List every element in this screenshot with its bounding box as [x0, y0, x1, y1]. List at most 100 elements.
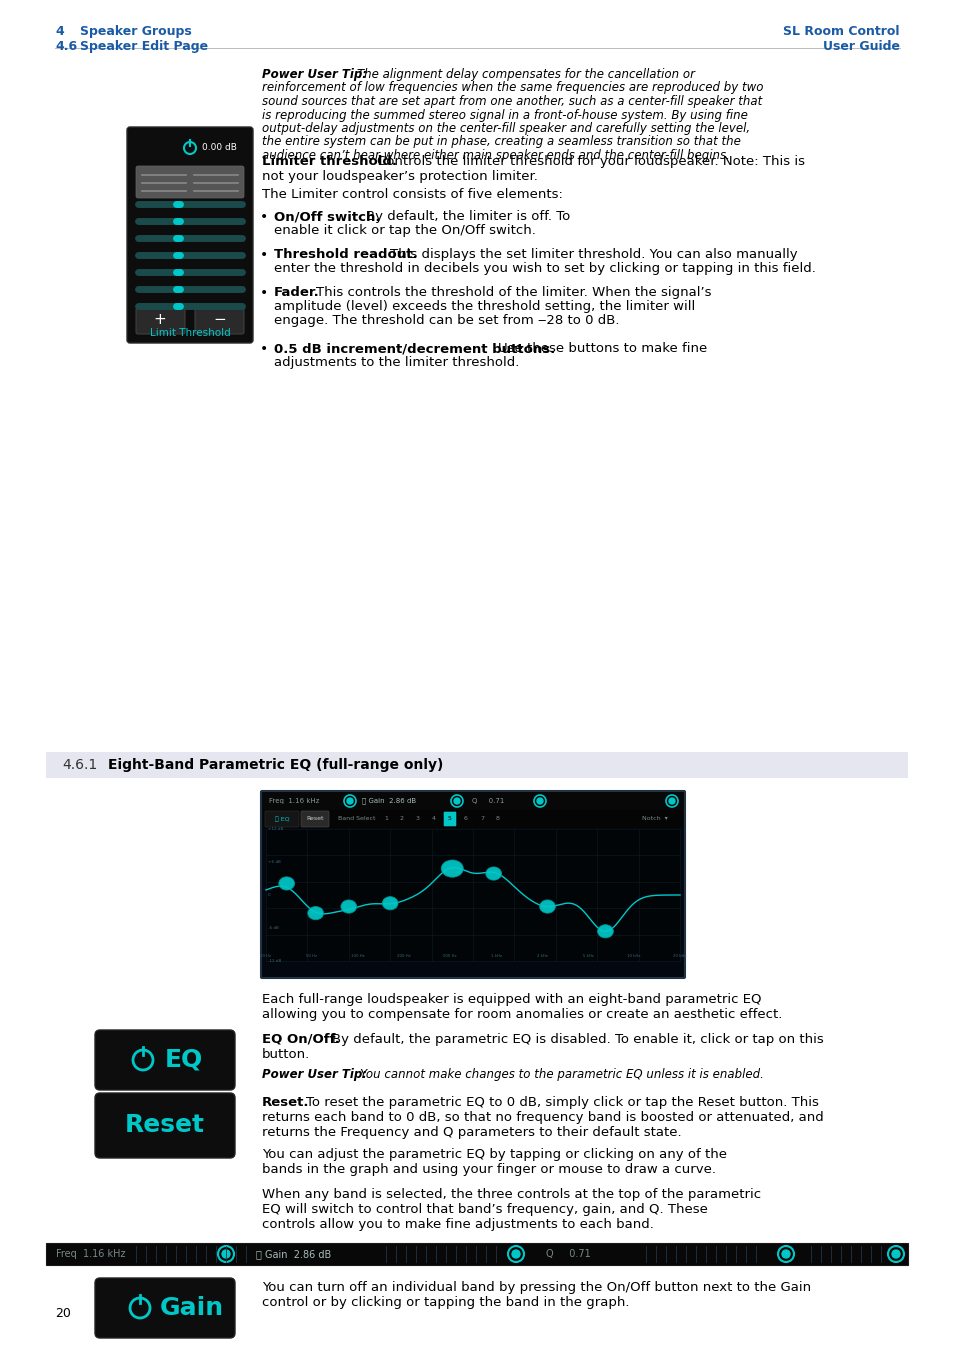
- Text: ⏻ EQ: ⏻ EQ: [274, 817, 289, 822]
- Text: Notch  ▾: Notch ▾: [641, 817, 667, 822]
- Text: 0: 0: [268, 892, 271, 896]
- Text: This displays the set limiter threshold. You can also manually: This displays the set limiter threshold.…: [390, 248, 797, 261]
- FancyBboxPatch shape: [95, 1030, 234, 1089]
- FancyBboxPatch shape: [136, 308, 185, 333]
- Text: 0.5 dB increment/decrement buttons.: 0.5 dB increment/decrement buttons.: [274, 342, 555, 355]
- Text: Reset: Reset: [125, 1114, 205, 1138]
- Text: 500 Hz: 500 Hz: [443, 954, 456, 958]
- Text: Limiter threshold.: Limiter threshold.: [262, 155, 396, 167]
- Text: Freq  1.16 kHz: Freq 1.16 kHz: [269, 798, 319, 805]
- Ellipse shape: [340, 900, 356, 913]
- Text: •: •: [260, 286, 268, 300]
- Text: 100 Hz: 100 Hz: [351, 954, 364, 958]
- Text: 0.00 dB: 0.00 dB: [202, 143, 236, 153]
- Text: bands in the graph and using your finger or mouse to draw a curve.: bands in the graph and using your finger…: [262, 1162, 716, 1176]
- Circle shape: [781, 1250, 789, 1258]
- Text: button.: button.: [262, 1048, 310, 1061]
- Text: The alignment delay compensates for the cancellation or: The alignment delay compensates for the …: [356, 68, 695, 81]
- Text: •: •: [260, 211, 268, 224]
- Text: Power User Tip:: Power User Tip:: [262, 68, 367, 81]
- Circle shape: [222, 1250, 230, 1258]
- FancyBboxPatch shape: [265, 811, 298, 828]
- Text: 20: 20: [55, 1307, 71, 1320]
- Ellipse shape: [278, 878, 294, 890]
- Ellipse shape: [382, 896, 397, 910]
- Text: ⏻ Gain  2.86 dB: ⏻ Gain 2.86 dB: [255, 1249, 331, 1260]
- Text: Speaker Groups: Speaker Groups: [80, 26, 192, 38]
- Text: −: −: [213, 312, 226, 328]
- Text: ⏻ Gain  2.86 dB: ⏻ Gain 2.86 dB: [361, 798, 416, 805]
- Ellipse shape: [597, 925, 613, 938]
- Text: enter the threshold in decibels you wish to set by clicking or tapping in this f: enter the threshold in decibels you wish…: [274, 262, 815, 275]
- Text: 1: 1: [384, 817, 388, 822]
- Text: •: •: [260, 248, 268, 262]
- Text: This controls the threshold of the limiter. When the signal’s: This controls the threshold of the limit…: [315, 286, 711, 298]
- Text: 2: 2: [399, 817, 403, 822]
- Text: You can turn off an individual band by pressing the On/Off button next to the Ga: You can turn off an individual band by p…: [262, 1281, 810, 1295]
- Text: EQ: EQ: [165, 1048, 203, 1072]
- Text: EQ will switch to control that band’s frequency, gain, and Q. These: EQ will switch to control that band’s fr…: [262, 1203, 707, 1216]
- Text: Controls the limiter threshold for your loudspeaker. Note: This is: Controls the limiter threshold for your …: [376, 155, 804, 167]
- Bar: [46, 1243, 907, 1265]
- Text: 10 kHz: 10 kHz: [627, 954, 640, 958]
- Text: Freq  1.16 kHz: Freq 1.16 kHz: [56, 1249, 126, 1260]
- Text: control or by clicking or tapping the band in the graph.: control or by clicking or tapping the ba…: [262, 1296, 629, 1310]
- Text: 4: 4: [432, 817, 436, 822]
- Text: 2 kHz: 2 kHz: [536, 954, 547, 958]
- Text: 7: 7: [479, 817, 483, 822]
- Text: sound sources that are set apart from one another, such as a center-fill speaker: sound sources that are set apart from on…: [262, 95, 761, 108]
- Text: 200 Hz: 200 Hz: [396, 954, 411, 958]
- Text: allowing you to compensate for room anomalies or create an aesthetic effect.: allowing you to compensate for room anom…: [262, 1008, 781, 1021]
- Text: 4: 4: [55, 26, 64, 38]
- Text: 6: 6: [463, 817, 468, 822]
- Circle shape: [454, 798, 459, 805]
- Text: Use these buttons to make fine: Use these buttons to make fine: [497, 342, 706, 355]
- Text: The Limiter control consists of five elements:: The Limiter control consists of five ele…: [262, 188, 562, 201]
- Text: controls allow you to make fine adjustments to each band.: controls allow you to make fine adjustme…: [262, 1218, 653, 1231]
- Text: When any band is selected, the three controls at the top of the parametric: When any band is selected, the three con…: [262, 1188, 760, 1202]
- Text: On/Off switch.: On/Off switch.: [274, 211, 380, 223]
- Text: -6 dB: -6 dB: [268, 926, 278, 930]
- Circle shape: [537, 798, 542, 805]
- Text: Each full-range loudspeaker is equipped with an eight-band parametric EQ: Each full-range loudspeaker is equipped …: [262, 994, 760, 1006]
- Ellipse shape: [539, 900, 555, 913]
- Text: SL Room Control: SL Room Control: [782, 26, 899, 38]
- Text: Speaker Edit Page: Speaker Edit Page: [80, 40, 208, 53]
- Text: Fader.: Fader.: [274, 286, 319, 298]
- Text: engage. The threshold can be set from ‒28 to 0 dB.: engage. The threshold can be set from ‒2…: [274, 315, 618, 327]
- Text: output-delay adjustments on the center-fill speaker and carefully setting the le: output-delay adjustments on the center-f…: [262, 122, 749, 135]
- Bar: [263, 810, 682, 828]
- Circle shape: [512, 1250, 519, 1258]
- Ellipse shape: [441, 860, 463, 878]
- Bar: [46, 752, 907, 778]
- Text: Band Select: Band Select: [337, 817, 375, 822]
- Text: +12 dB: +12 dB: [268, 828, 283, 832]
- Text: 5 kHz: 5 kHz: [582, 954, 593, 958]
- Text: Q     0.71: Q 0.71: [545, 1249, 590, 1260]
- Bar: [266, 829, 679, 961]
- FancyBboxPatch shape: [301, 811, 329, 828]
- Text: Reset.: Reset.: [262, 1096, 309, 1108]
- Circle shape: [668, 798, 675, 805]
- Text: adjustments to the limiter threshold.: adjustments to the limiter threshold.: [274, 356, 518, 369]
- Text: 8: 8: [496, 817, 499, 822]
- Bar: [263, 792, 682, 810]
- Text: Reset: Reset: [306, 817, 323, 822]
- Text: 5: 5: [448, 817, 452, 822]
- Text: +6 dB: +6 dB: [268, 860, 280, 864]
- Text: enable it click or tap the On/Off switch.: enable it click or tap the On/Off switch…: [274, 224, 536, 238]
- Text: Threshold readout.: Threshold readout.: [274, 248, 417, 261]
- Text: amplitude (level) exceeds the threshold setting, the limiter will: amplitude (level) exceeds the threshold …: [274, 300, 695, 313]
- Text: 4.6.1: 4.6.1: [62, 757, 97, 772]
- Circle shape: [347, 798, 353, 805]
- Text: Power User Tip:: Power User Tip:: [262, 1068, 367, 1081]
- Text: 20 kHz: 20 kHz: [673, 954, 686, 958]
- Text: returns the Frequency and Q parameters to their default state.: returns the Frequency and Q parameters t…: [262, 1126, 680, 1139]
- FancyBboxPatch shape: [95, 1094, 234, 1158]
- Text: 50 Hz: 50 Hz: [306, 954, 317, 958]
- FancyBboxPatch shape: [136, 166, 244, 198]
- Text: Gain: Gain: [160, 1296, 224, 1320]
- Text: 3: 3: [416, 817, 419, 822]
- Text: Q     0.71: Q 0.71: [472, 798, 504, 805]
- Text: By default, the parametric EQ is disabled. To enable it, click or tap on this: By default, the parametric EQ is disable…: [332, 1033, 822, 1046]
